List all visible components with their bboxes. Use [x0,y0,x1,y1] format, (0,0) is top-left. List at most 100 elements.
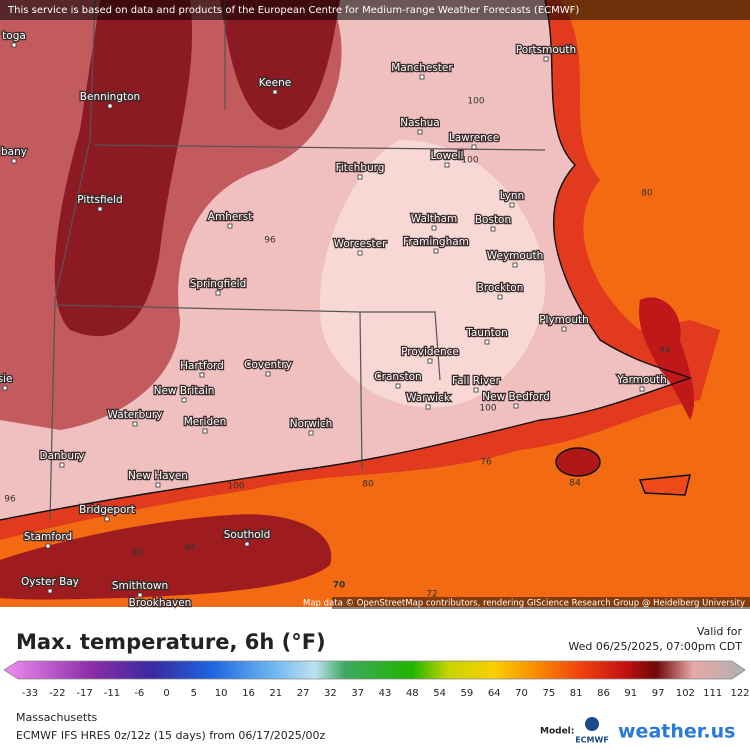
city-marker [244,541,250,547]
colorbar-tick-label: 37 [351,688,364,699]
city-label: Pittsfield [77,194,122,206]
city-label: Coventry [244,359,292,371]
city-marker [202,428,208,434]
land-hot-area [220,0,340,130]
cape-cod [639,297,695,420]
city-marker [473,387,479,393]
colorbar-tick-label: 5 [191,688,197,699]
city-marker [543,56,549,62]
city-marker [155,482,161,488]
colorbar-tick-label: -33 [22,688,38,699]
contour-label: 100 [227,482,244,492]
colorbar-tick-label: 32 [324,688,337,699]
city-label: Bennington [80,91,140,103]
attribution-bg [332,597,750,609]
city-marker [431,225,437,231]
ecmwf-icon [585,717,599,731]
city-label: sie [0,373,12,385]
valid-label: Valid for [697,625,743,638]
city-marker [497,294,503,300]
city-marker [509,202,515,208]
city-marker [484,339,490,345]
city-label: Waltham [411,213,458,225]
contour-label: 96 [4,495,16,505]
colorbar-tick-label: -22 [49,688,65,699]
city-label: Fitchburg [336,162,385,174]
city-marker [512,262,518,268]
city-label: Lowell [431,150,464,162]
city-marker [59,462,65,468]
panel [0,609,750,750]
city-label: Southold [224,529,271,541]
city-marker [47,588,53,594]
contour-label: 84 [569,479,581,489]
city-label: Danbury [39,450,84,462]
colorbar-tick-label: 111 [703,688,722,699]
city-label: Warwick [406,392,451,404]
city-label: Stamford [24,531,72,543]
map-labels: toga Bennington Keene Manchester Portsmouth N… [0,29,671,615]
colorbar-tick-label: 70 [515,688,528,699]
colorbar-tick-label: -17 [76,688,92,699]
city-marker [433,248,439,254]
city-label: Taunton [465,327,508,339]
city-marker [417,129,423,135]
city-label: Hartford [180,360,224,372]
colorbar-tick-label: 97 [652,688,665,699]
city-label: Worcester [334,238,388,250]
contour-label: 100 [461,156,478,166]
city-label: toga [2,30,26,42]
contour-label: 80 [641,189,653,199]
city-marker [561,326,567,332]
colorbar-tick-label: 86 [597,688,610,699]
contour-label: 100 [479,404,496,414]
colorbar-tick-label: 16 [242,688,255,699]
city-marker [11,158,17,164]
coastline [0,0,693,521]
city-marker [444,162,450,168]
city-marker [357,174,363,180]
colorbar-tick-label: 59 [461,688,474,699]
city-marker [427,358,433,364]
city-marker [490,226,496,232]
colorbar-tick-label: 75 [542,688,555,699]
city-label: Plymouth [539,314,589,326]
colorbar-tick-label: 43 [379,688,392,699]
ecmwf-logo: ECMWF [575,736,609,745]
region: Massachusetts [16,711,98,724]
city-label: Manchester [391,62,453,74]
banner: This service is based on data and produc… [7,5,579,16]
banner-bg [0,0,750,20]
city-label: Weymouth [487,250,544,262]
colorbar-tick-label: 21 [269,688,282,699]
city-marker [104,516,110,522]
city-marker [199,372,205,378]
city-label: New Bedford [482,391,550,403]
colorbar-tick-label: 48 [406,688,419,699]
colorbar-tick-label: 122 [730,688,749,699]
city-label: Fall River [452,375,501,387]
city-label: Brookhaven [129,597,192,609]
city-label: Waterbury [108,409,163,421]
city-label: bany [1,146,27,158]
city-marker [419,74,425,80]
city-marker [471,144,477,150]
city-label: Bridgeport [79,504,135,516]
city-marker [227,223,233,229]
city-label: Nashua [400,117,440,129]
city-marker [107,103,113,109]
city-label: New Haven [128,470,188,482]
city-label: Keene [259,77,291,89]
city-label: Oyster Bay [21,576,79,588]
contour-label: 84 [659,346,671,356]
colorbar-tick-label: 64 [488,688,501,699]
city-marker [395,383,401,389]
colorbar-tick-label: 54 [433,688,446,699]
colorbar-tick-label: -11 [104,688,120,699]
city-marker [357,250,363,256]
city-marker [132,421,138,427]
island [555,447,601,477]
weather-us-logo: weather.us [618,721,735,743]
